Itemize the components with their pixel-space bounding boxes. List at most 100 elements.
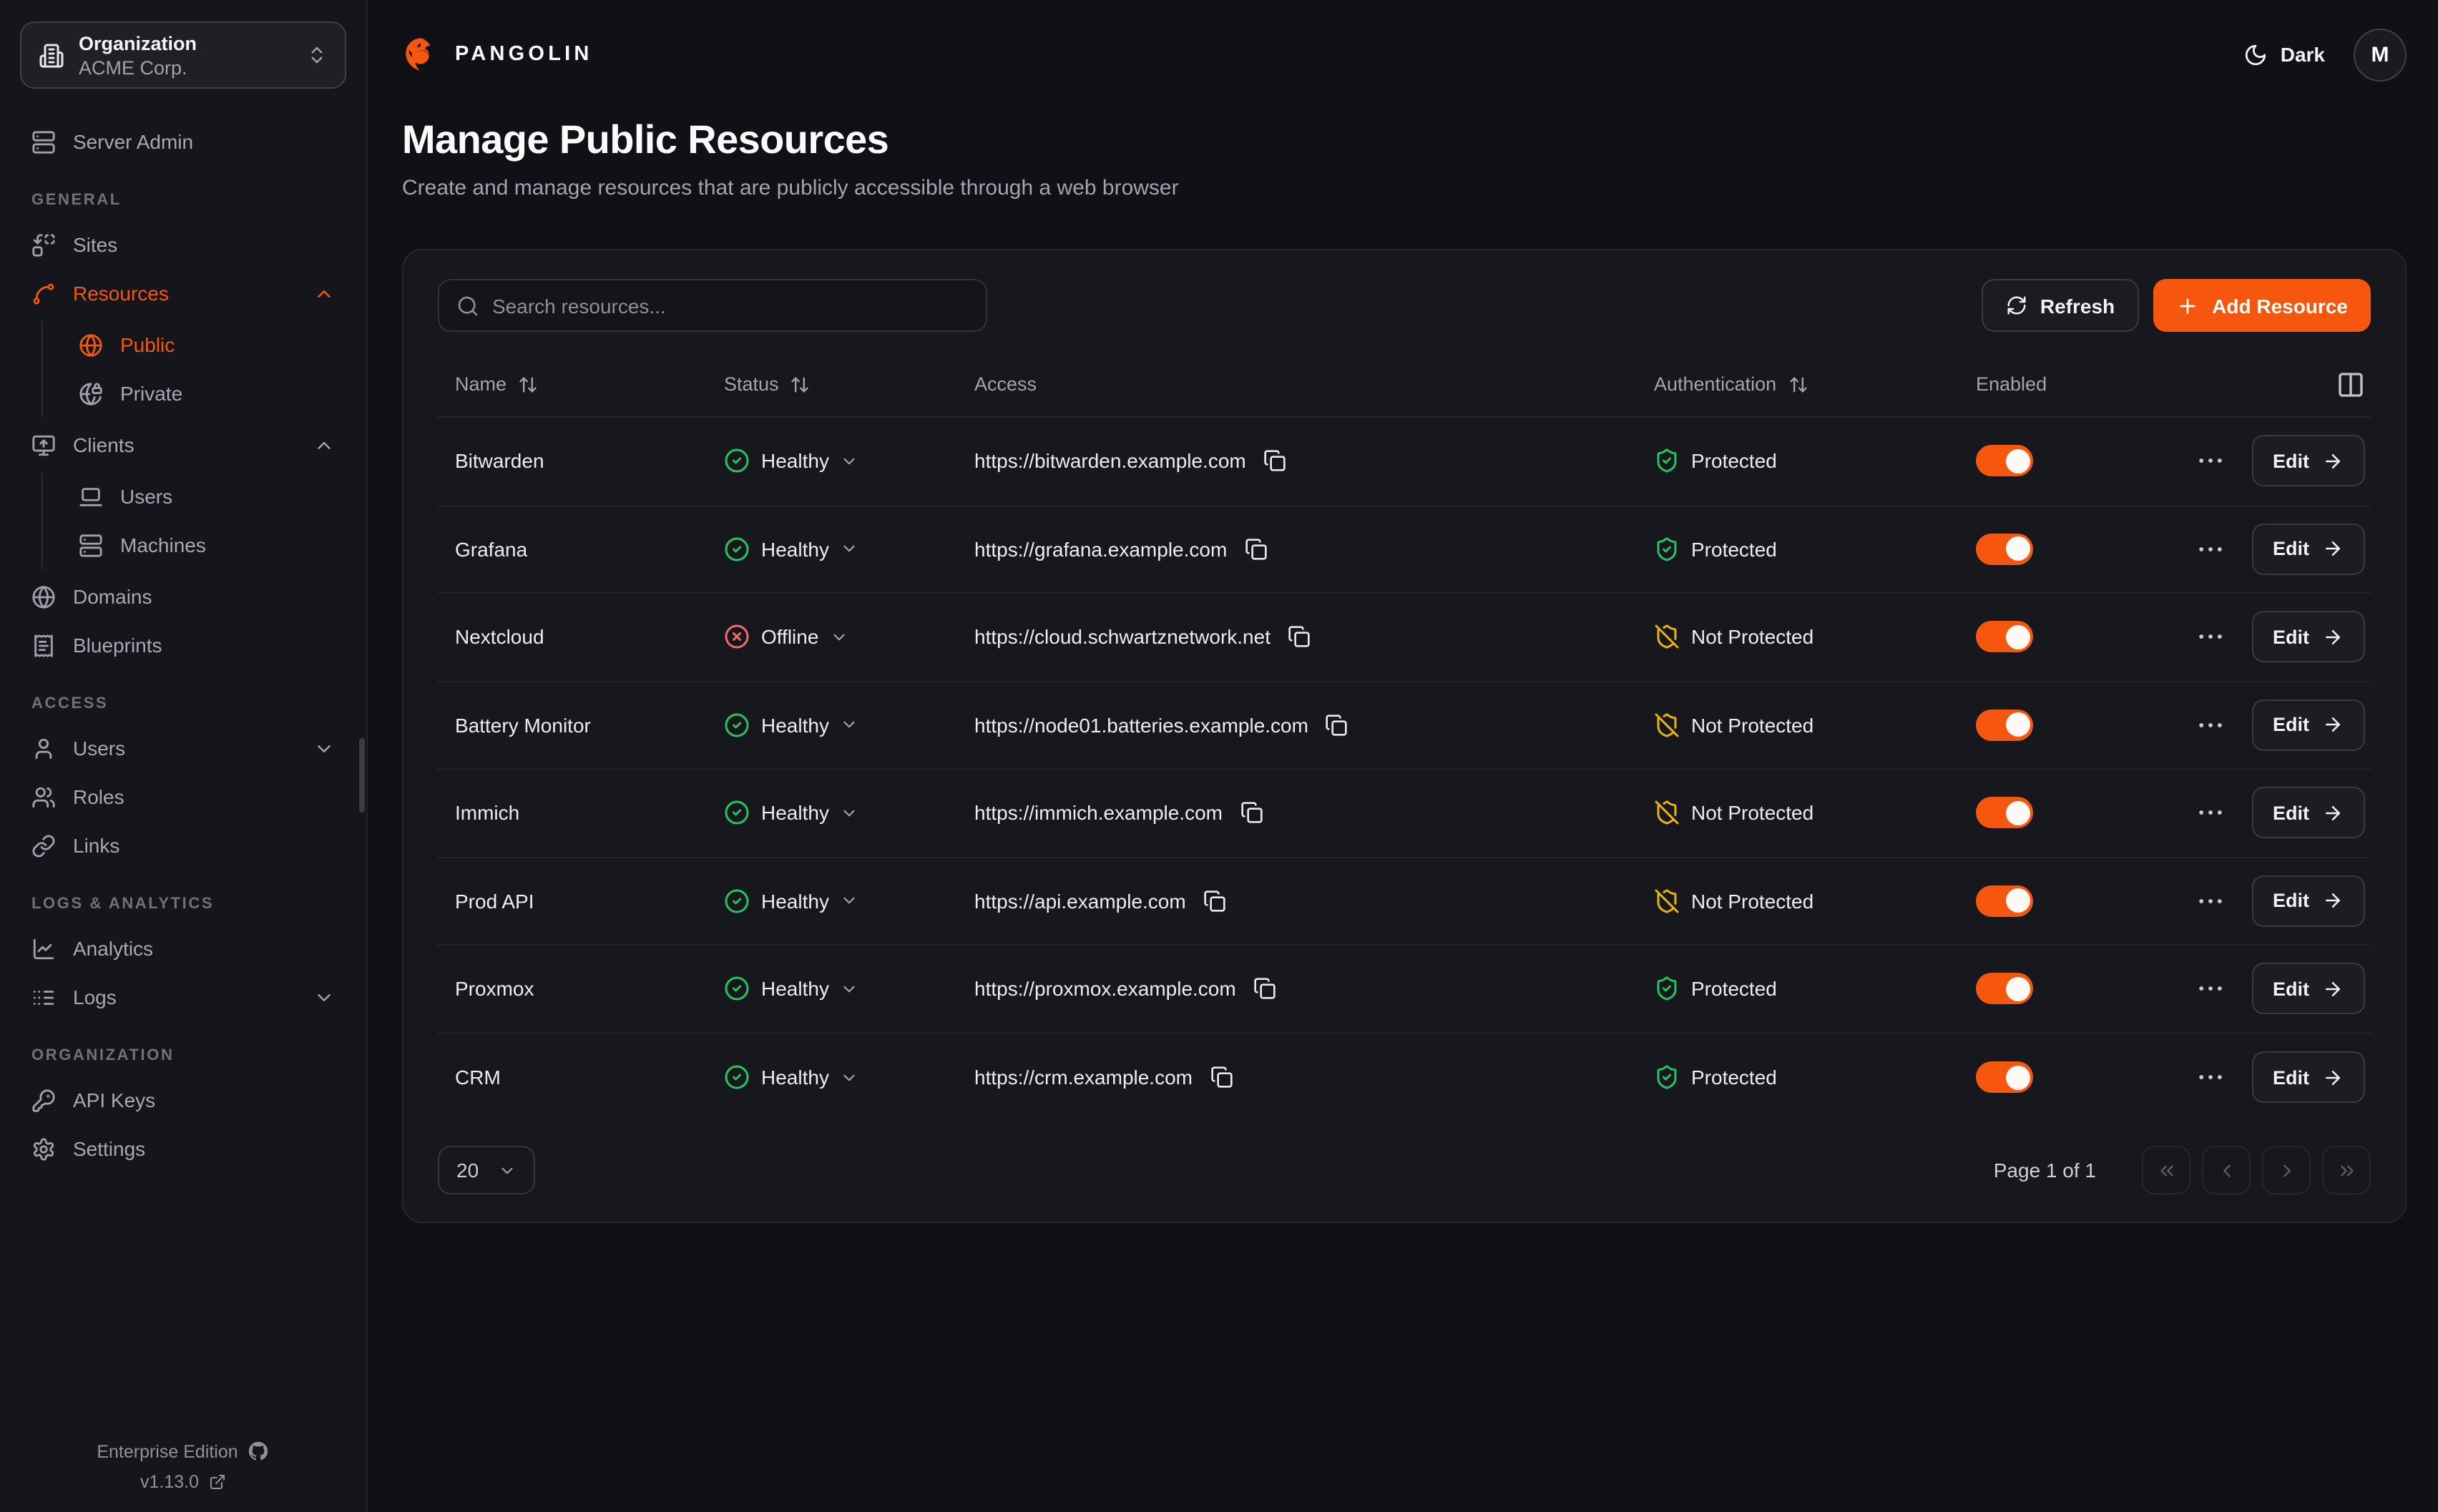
enabled-toggle[interactable]	[1976, 1061, 2033, 1094]
column-name: Name	[455, 373, 507, 395]
table-row: CRM Healthy https://crm.example.com Prot…	[438, 1034, 2371, 1121]
refresh-icon	[2006, 295, 2027, 316]
copy-icon[interactable]	[1326, 714, 1348, 737]
sidebar-item-public[interactable]: Public	[56, 320, 346, 369]
last-page-button[interactable]	[2322, 1146, 2371, 1194]
prev-page-button[interactable]	[2202, 1146, 2251, 1194]
edit-button[interactable]: Edit	[2251, 875, 2365, 927]
status-dropdown[interactable]: Offline	[724, 624, 848, 650]
table-row: Prod API Healthy https://api.example.com…	[438, 858, 2371, 946]
sidebar-item-client-users[interactable]: Users	[56, 472, 346, 521]
sort-icon[interactable]	[790, 374, 811, 394]
search-input[interactable]	[492, 294, 969, 317]
org-switcher[interactable]: Organization ACME Corp.	[20, 21, 346, 89]
status-label: Healthy	[761, 713, 829, 737]
sidebar-item-clients[interactable]: Clients	[20, 421, 346, 469]
edit-button[interactable]: Edit	[2251, 1051, 2365, 1104]
sidebar-item-analytics[interactable]: Analytics	[20, 924, 346, 973]
sidebar-item-machines[interactable]: Machines	[56, 521, 346, 569]
copy-icon[interactable]	[1244, 538, 1267, 561]
row-menu-button[interactable]	[2194, 534, 2226, 565]
enabled-toggle[interactable]	[1976, 709, 2033, 741]
edit-button[interactable]: Edit	[2251, 523, 2365, 575]
status-dropdown[interactable]: Healthy	[724, 976, 859, 1002]
version-label[interactable]: v1.13.0	[139, 1472, 199, 1492]
enabled-toggle[interactable]	[1976, 885, 2033, 917]
status-dropdown[interactable]: Healthy	[724, 1065, 859, 1091]
enabled-toggle[interactable]	[1976, 445, 2033, 477]
row-menu-button[interactable]	[2194, 973, 2226, 1005]
sidebar-item-server-admin[interactable]: Server Admin	[20, 117, 346, 166]
enabled-toggle[interactable]	[1976, 621, 2033, 653]
status-dropdown[interactable]: Healthy	[724, 800, 859, 826]
auth-badge: Protected	[1654, 448, 1777, 474]
sort-icon[interactable]	[1788, 374, 1808, 394]
copy-icon[interactable]	[1240, 802, 1263, 825]
avatar[interactable]: M	[2354, 28, 2407, 81]
theme-toggle[interactable]: Dark	[2243, 42, 2325, 67]
page-size-select[interactable]: 20	[438, 1146, 535, 1194]
first-page-button[interactable]	[2142, 1146, 2190, 1194]
next-page-button[interactable]	[2262, 1146, 2311, 1194]
row-menu-button[interactable]	[2194, 446, 2226, 477]
status-dropdown[interactable]: Healthy	[724, 888, 859, 914]
enabled-toggle[interactable]	[1976, 973, 2033, 1005]
brand[interactable]: PANGOLIN	[402, 35, 593, 74]
brand-name: PANGOLIN	[455, 43, 593, 66]
row-menu-button[interactable]	[2194, 1062, 2226, 1094]
resource-name: Bitwarden	[455, 449, 544, 473]
sidebar-item-roles[interactable]: Roles	[20, 772, 346, 821]
sidebar-item-domains[interactable]: Domains	[20, 572, 346, 621]
external-link-icon[interactable]	[209, 1473, 226, 1491]
arrow-right-icon	[2322, 1067, 2344, 1089]
auth-badge: Not Protected	[1654, 712, 1813, 738]
status-dropdown[interactable]: Healthy	[724, 712, 859, 738]
section-logs-analytics: LOGS & ANALYTICS	[31, 895, 215, 913]
copy-icon[interactable]	[1210, 1066, 1233, 1089]
shield-off-icon	[1654, 712, 1680, 738]
row-menu-button[interactable]	[2194, 885, 2226, 917]
copy-icon[interactable]	[1288, 626, 1311, 649]
status-dropdown[interactable]: Healthy	[724, 448, 859, 474]
sidebar-item-users[interactable]: Users	[20, 724, 346, 772]
sidebar-scrollbar[interactable]	[359, 738, 365, 813]
sort-icon[interactable]	[518, 374, 538, 394]
copy-icon[interactable]	[1263, 450, 1286, 473]
pagination: 20 Page 1 of 1	[438, 1146, 2371, 1194]
copy-icon[interactable]	[1203, 890, 1226, 913]
key-icon	[31, 1088, 56, 1112]
chevron-up-icon	[313, 434, 335, 456]
sidebar-item-settings[interactable]: Settings	[20, 1124, 346, 1173]
sidebar-item-private[interactable]: Private	[56, 369, 346, 418]
sidebar-item-resources[interactable]: Resources	[20, 269, 346, 318]
org-switcher-label: Organization	[79, 32, 197, 54]
sidebar-item-sites[interactable]: Sites	[20, 220, 346, 269]
edit-button[interactable]: Edit	[2251, 435, 2365, 487]
sidebar-item-blueprints[interactable]: Blueprints	[20, 621, 346, 669]
columns-icon[interactable]	[2336, 370, 2365, 398]
github-icon[interactable]	[248, 1440, 270, 1462]
resource-url: https://cloud.schwartznetwork.net	[974, 625, 1271, 649]
row-menu-button[interactable]	[2194, 797, 2226, 829]
shield-check-icon	[1654, 536, 1680, 562]
copy-icon[interactable]	[1253, 978, 1276, 1001]
edit-button[interactable]: Edit	[2251, 699, 2365, 751]
chevron-down-icon	[841, 1069, 859, 1087]
add-resource-button[interactable]: Add Resource	[2153, 279, 2371, 332]
edit-button[interactable]: Edit	[2251, 611, 2365, 663]
edit-button[interactable]: Edit	[2251, 787, 2365, 839]
status-dropdown[interactable]: Healthy	[724, 536, 859, 562]
healthy-icon	[724, 1065, 750, 1091]
edit-button[interactable]: Edit	[2251, 963, 2365, 1015]
resource-url: https://immich.example.com	[974, 801, 1223, 825]
row-menu-button[interactable]	[2194, 622, 2226, 653]
enabled-toggle[interactable]	[1976, 797, 2033, 829]
refresh-button[interactable]: Refresh	[1981, 279, 2140, 332]
link-icon	[31, 833, 56, 858]
enabled-toggle[interactable]	[1976, 533, 2033, 565]
sidebar-item-links[interactable]: Links	[20, 821, 346, 870]
sidebar-item-api-keys[interactable]: API Keys	[20, 1076, 346, 1124]
sidebar-item-logs[interactable]: Logs	[20, 973, 346, 1021]
row-menu-button[interactable]	[2194, 710, 2226, 741]
